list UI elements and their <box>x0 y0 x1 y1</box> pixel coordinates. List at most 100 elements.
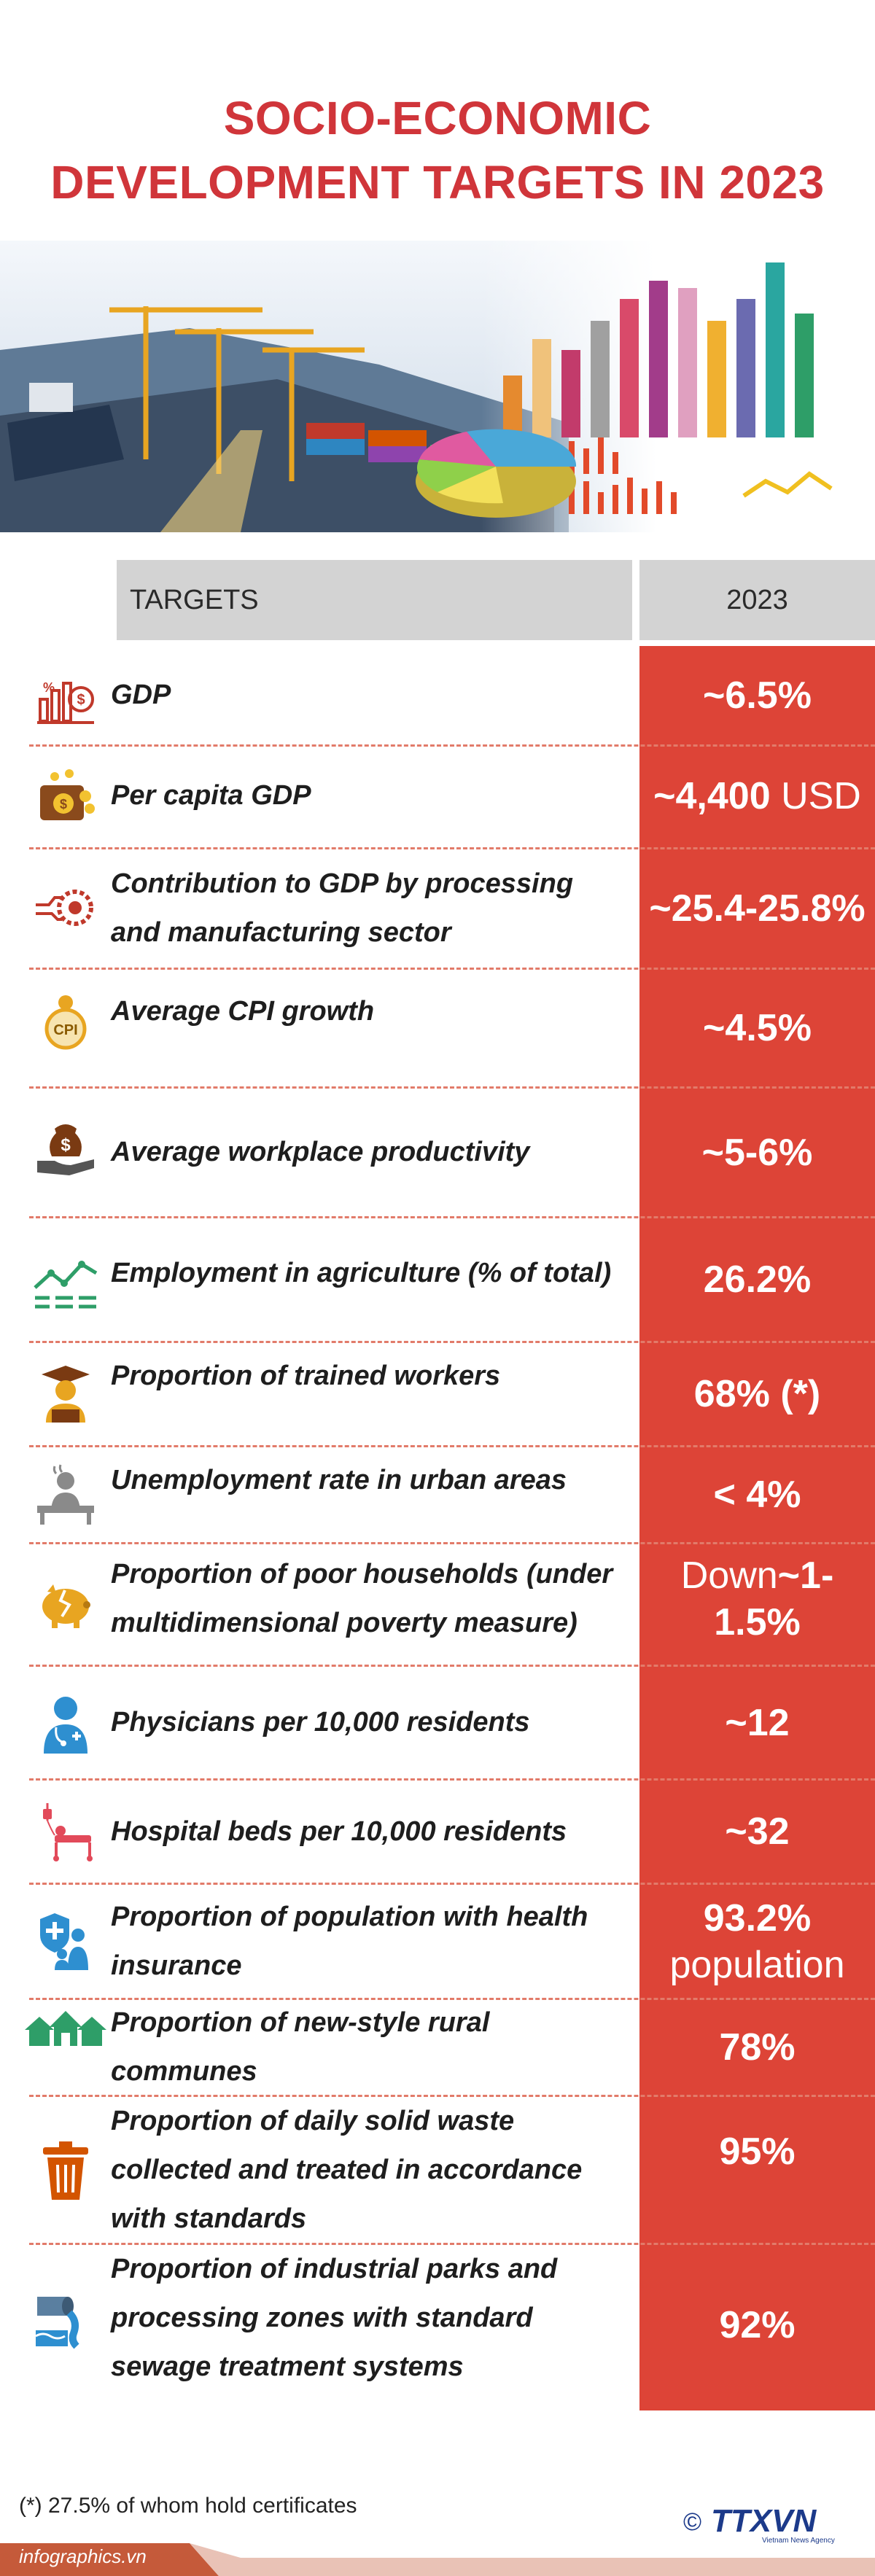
target-value-text: 92% <box>719 2304 796 2346</box>
target-row-gdp: $ % GDP ~6.5% <box>0 646 875 744</box>
broken-piggy-bank-icon <box>29 1568 102 1641</box>
svg-text:$: $ <box>77 692 85 708</box>
rural-houses-icon <box>22 1993 109 2066</box>
target-value-text: ~4.5% <box>703 1007 812 1049</box>
target-value: ~12 <box>639 1667 875 1778</box>
row-divider <box>29 1883 875 1885</box>
site-credit: infographics.vn <box>19 2545 147 2567</box>
target-label: Unemployment rate in urban areas <box>111 1464 567 1495</box>
target-value-text: ~12 <box>725 1701 790 1744</box>
unemployed-person-icon <box>29 1458 102 1531</box>
target-value-text: 26.2% <box>703 1258 812 1301</box>
page-title: SOCIO-ECONOMIC DEVELOPMENT TARGETS IN 20… <box>0 86 875 214</box>
sewage-pipe-icon <box>29 2281 102 2354</box>
gears-icon <box>29 872 102 945</box>
footnote: (*) 27.5% of whom hold certificates <box>19 2494 357 2518</box>
target-row-unemployment: Unemployment rate in urban areas < 4% <box>0 1447 875 1542</box>
target-row-trained-workers: Proportion of trained workers 68% (*) <box>0 1343 875 1445</box>
target-value: ~5-6% <box>639 1089 875 1216</box>
target-value-text: ~25.4-25.8% <box>649 887 866 930</box>
target-label: Proportion of poor households (under mul… <box>111 1559 613 1638</box>
target-value: 92% <box>639 2245 875 2405</box>
hospital-bed-icon <box>29 1795 102 1868</box>
target-value-text: 93.2% <box>703 1896 812 1939</box>
target-value-text: 95% <box>719 2131 796 2173</box>
target-label: Average CPI growth <box>111 996 375 1027</box>
target-row-per-capita-gdp: $ Per capita GDP ~4,400 USD <box>0 747 875 845</box>
row-divider <box>29 847 875 849</box>
target-value-text: 68% (*) <box>693 1373 821 1415</box>
target-value-text: ~1-1.5% <box>714 1554 834 1643</box>
svg-text:%: % <box>43 680 55 695</box>
target-label: Proportion of new-style rural communes <box>111 2007 490 2087</box>
year-header: 2023 <box>639 560 875 640</box>
svg-text:$: $ <box>60 797 67 812</box>
row-divider <box>29 2243 875 2245</box>
target-label: Physicians per 10,000 residents <box>111 1707 530 1738</box>
target-row-manufacturing-share: Contribution to GDP by processing and ma… <box>0 849 875 968</box>
row-divider <box>29 1665 875 1667</box>
target-label: Proportion of population with health ins… <box>111 1901 588 1981</box>
target-value: 95% <box>639 2097 875 2206</box>
target-value-text: ~6.5% <box>703 674 812 717</box>
title-line-2: DEVELOPMENT TARGETS IN 2023 <box>50 156 825 209</box>
svg-text:$: $ <box>61 1135 71 1155</box>
port-and-charts-illustration <box>0 241 875 532</box>
row-divider <box>29 968 875 970</box>
target-value: ~32 <box>639 1781 875 1883</box>
target-row-hospital-beds: Hospital beds per 10,000 residents ~32 <box>0 1781 875 1883</box>
target-label: Per capita GDP <box>111 780 311 811</box>
target-value: 93.2% population <box>639 1885 875 1998</box>
target-row-health-insurance: Proportion of population with health ins… <box>0 1885 875 1998</box>
target-value: ~4.5% <box>639 970 875 1086</box>
target-row-solid-waste: Proportion of daily solid waste collecte… <box>0 2097 875 2243</box>
banner-illustration <box>0 241 875 532</box>
target-row-agri-employment: Employment in agriculture (% of total) 2… <box>0 1218 875 1341</box>
target-value-text: ~5-6% <box>701 1131 813 1174</box>
target-label: Employment in agriculture (% of total) <box>111 1257 612 1288</box>
target-label: Proportion of industrial parks and proce… <box>111 2253 558 2382</box>
ttxvn-logo: © TTXVN Vietnam News Agency <box>682 2502 857 2546</box>
target-value-text: < 4% <box>713 1474 801 1516</box>
target-label: GDP <box>111 680 171 710</box>
target-label: Proportion of trained workers <box>111 1360 501 1391</box>
cpi-medal-icon: CPI <box>29 984 102 1057</box>
targets-header: TARGETS <box>117 560 632 640</box>
target-row-sewage: Proportion of industrial parks and proce… <box>0 2245 875 2405</box>
graduate-icon <box>29 1358 102 1431</box>
gdp-chart-icon: $ % <box>29 659 102 732</box>
target-value-text: 78% <box>719 2026 796 2069</box>
target-value-text: ~4,400 <box>653 774 771 817</box>
trend-line-icon <box>29 1248 102 1320</box>
row-divider <box>29 1341 875 1343</box>
target-value: < 4% <box>639 1447 875 1542</box>
row-divider <box>29 2095 875 2097</box>
row-divider <box>29 1542 875 1544</box>
title-line-1: SOCIO-ECONOMIC <box>223 92 652 144</box>
target-value: 78% <box>639 2000 875 2095</box>
row-divider <box>29 1216 875 1218</box>
row-divider <box>29 1778 875 1781</box>
target-value: ~4,400 USD <box>639 747 875 845</box>
target-row-rural-communes: Proportion of new-style rural communes 7… <box>0 2000 875 2095</box>
wallet-coin-icon: $ <box>29 760 102 833</box>
target-value: 26.2% <box>639 1218 875 1341</box>
target-row-physicians: Physicians per 10,000 residents ~12 <box>0 1667 875 1778</box>
row-divider <box>29 1445 875 1447</box>
target-row-cpi: CPI Average CPI growth ~4.5% <box>0 970 875 1086</box>
svg-text:CPI: CPI <box>53 1022 77 1038</box>
copyright-symbol: © <box>683 2508 701 2536</box>
row-divider <box>29 744 875 747</box>
trash-bin-icon <box>29 2133 102 2206</box>
target-value-text: ~32 <box>725 1810 790 1853</box>
target-label: Average workplace productivity <box>111 1137 530 1167</box>
health-shield-family-icon <box>29 1905 102 1978</box>
target-value: 68% (*) <box>639 1343 875 1445</box>
target-row-poor-households: Proportion of poor households (under mul… <box>0 1544 875 1665</box>
target-label: Hospital beds per 10,000 residents <box>111 1816 567 1847</box>
target-label: Proportion of daily solid waste collecte… <box>111 2105 583 2234</box>
row-divider <box>29 1086 875 1089</box>
target-value-prefix: Down <box>680 1554 778 1597</box>
physician-icon <box>29 1687 102 1760</box>
target-value-unit: population <box>669 1943 845 1986</box>
